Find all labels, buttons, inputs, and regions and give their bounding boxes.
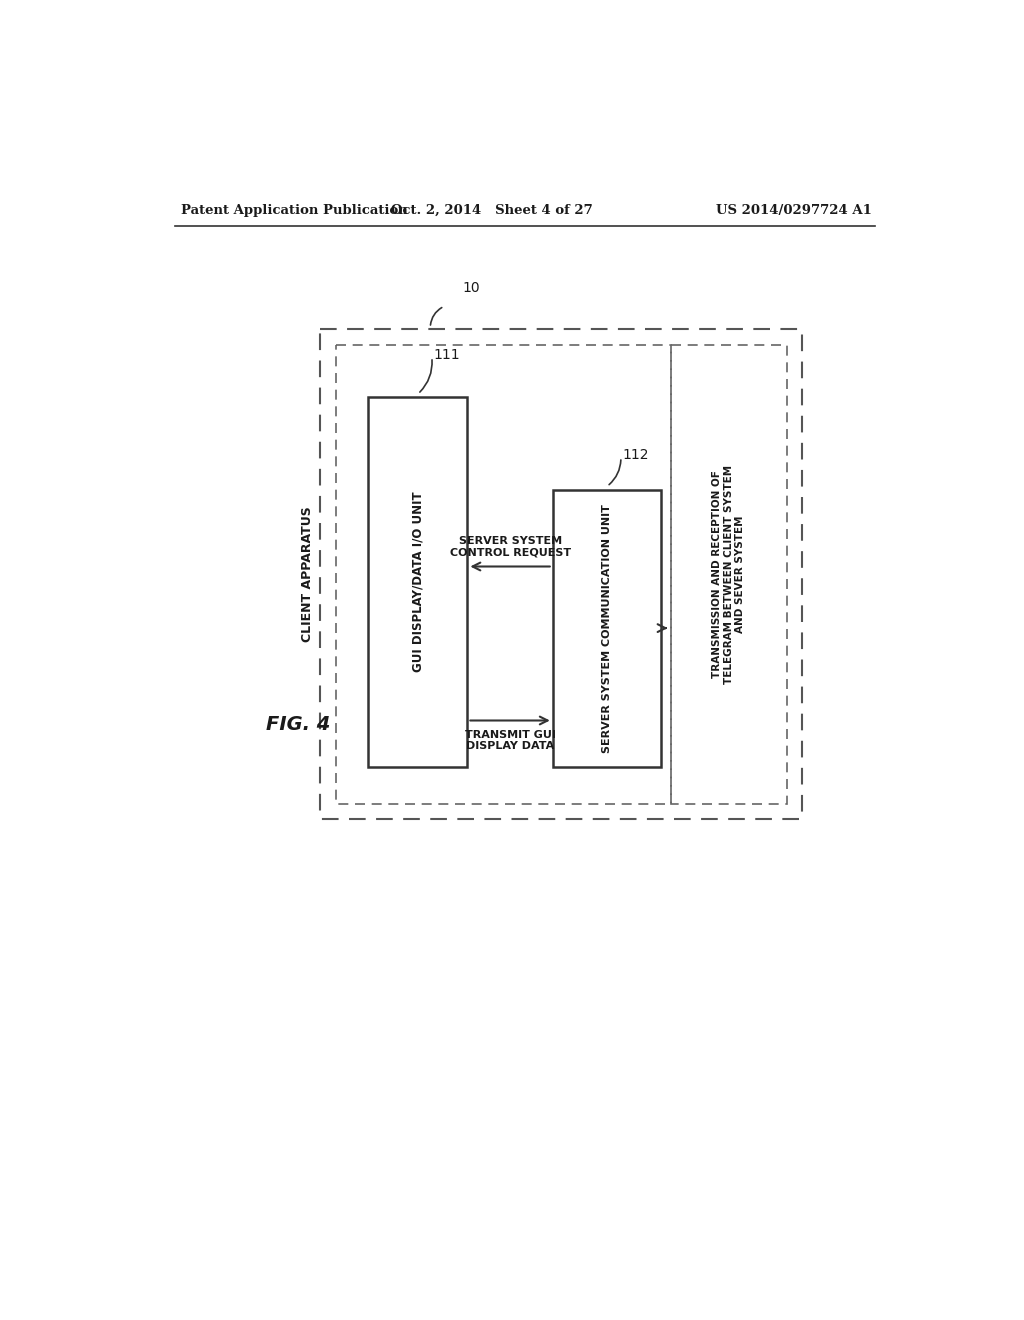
Text: 10: 10 [463, 281, 480, 296]
Text: TRANSMISSION AND RECEPTION OF
TELEGRAM BETWEEN CLIENT SYSTEM
AND SEVER SYSTEM: TRANSMISSION AND RECEPTION OF TELEGRAM B… [712, 465, 745, 684]
Bar [369, 397, 467, 767]
Text: TRANSMIT GUI
DISPLAY DATA: TRANSMIT GUI DISPLAY DATA [465, 730, 555, 751]
Text: CLIENT APPARATUS: CLIENT APPARATUS [301, 507, 314, 642]
Bar [671, 345, 786, 804]
Text: SERVER SYSTEM
CONTROL REQUEST: SERVER SYSTEM CONTROL REQUEST [450, 536, 570, 557]
Text: 111: 111 [433, 347, 460, 362]
Text: 112: 112 [623, 447, 649, 462]
Bar [553, 490, 662, 767]
Text: SERVER SYSTEM COMMUNICATION UNIT: SERVER SYSTEM COMMUNICATION UNIT [602, 504, 612, 752]
Text: GUI DISPLAY/DATA I/O UNIT: GUI DISPLAY/DATA I/O UNIT [412, 491, 424, 672]
Text: FIG. 4: FIG. 4 [266, 715, 331, 734]
Bar [321, 330, 802, 818]
Text: Patent Application Publication: Patent Application Publication [180, 205, 408, 218]
Text: US 2014/0297724 A1: US 2014/0297724 A1 [716, 205, 872, 218]
Bar [336, 345, 671, 804]
Text: Oct. 2, 2014   Sheet 4 of 27: Oct. 2, 2014 Sheet 4 of 27 [391, 205, 593, 218]
